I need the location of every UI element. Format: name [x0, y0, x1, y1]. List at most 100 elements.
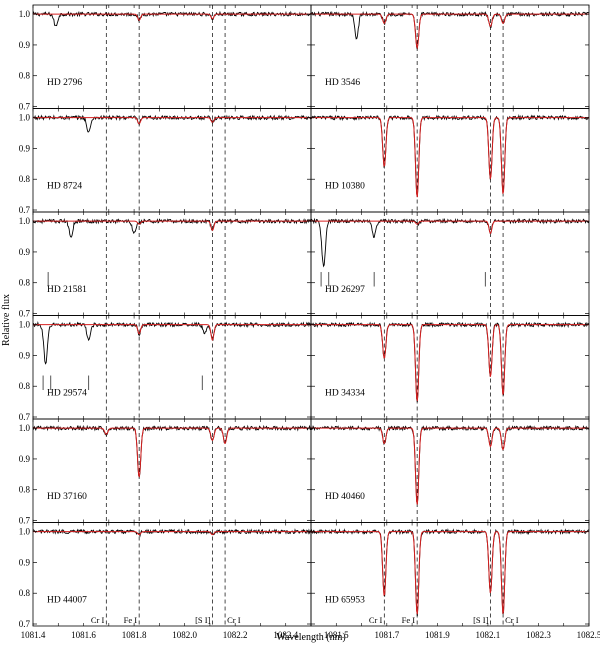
y-axis-title: Relative flux	[1, 294, 12, 346]
observed-spectrum	[32, 321, 312, 365]
model-spectrum	[311, 324, 589, 402]
panel-frame	[310, 108, 590, 213]
x-tick-label: 1081.6	[71, 630, 96, 640]
x-tick-label: 1082.3	[526, 630, 551, 640]
y-tick-label: 0.8	[19, 381, 31, 391]
panel-hd-26297: HD 26297	[310, 211, 590, 316]
star-label: HD 2796	[47, 78, 82, 88]
observed-spectrum	[310, 217, 590, 268]
panel-hd-37160: 0.7 0.8 0.9 1.0 HD 37160	[19, 418, 312, 526]
y-tick-label: 0.7	[19, 412, 31, 422]
spectral-line-label: Cr I	[91, 615, 105, 625]
y-tick-label: 0.8	[19, 485, 31, 495]
y-tick-label: 1.0	[19, 320, 31, 330]
panel-frame	[310, 211, 590, 316]
y-tick-label: 0.8	[19, 174, 31, 184]
star-label: HD 21581	[47, 285, 87, 295]
panels-layer: 0.7 0.8 0.9 1.0 HD 2796 HD 3546 0.7 0.8 0.9 1.0 HD…	[19, 4, 600, 640]
panel-frame	[32, 4, 312, 109]
panel-frame	[32, 315, 312, 420]
spectral-line-label: Fe I	[402, 615, 416, 625]
y-tick-label: 0.7	[19, 309, 31, 319]
star-label: HD 40460	[325, 492, 365, 502]
model-spectrum	[33, 531, 311, 536]
y-tick-label: 0.9	[19, 40, 31, 50]
star-label: HD 34334	[325, 389, 365, 399]
observed-spectrum	[310, 10, 590, 50]
y-tick-label: 0.9	[19, 557, 31, 567]
y-tick-label: 1.0	[19, 423, 31, 433]
panel-frame	[310, 522, 590, 627]
panel-hd-34334: HD 34334	[310, 315, 590, 420]
model-spectrum	[33, 324, 311, 342]
spectral-line-label: Cr I	[505, 615, 519, 625]
x-tick-label: 1081.5	[324, 630, 349, 640]
x-tick-label: 1082.0	[172, 630, 197, 640]
star-label: HD 26297	[325, 285, 365, 295]
model-spectrum	[33, 427, 311, 478]
x-tick-label: 1081.4	[21, 630, 46, 640]
y-tick-label: 1.0	[19, 113, 31, 123]
y-tick-label: 0.9	[19, 454, 31, 464]
y-tick-label: 0.9	[19, 143, 31, 153]
y-tick-label: 0.8	[19, 71, 31, 81]
observed-spectrum	[32, 217, 312, 238]
observed-spectrum	[32, 424, 312, 478]
x-axis-title: Wavelength (nm)	[276, 632, 345, 643]
model-spectrum	[311, 531, 589, 615]
spectral-line-label: [S I]	[195, 615, 211, 625]
y-tick-label: 1.0	[19, 216, 31, 226]
panel-frame	[32, 522, 312, 627]
model-spectrum	[311, 427, 589, 505]
x-tick-label: 1081.9	[425, 630, 450, 640]
star-label: HD 65953	[325, 596, 365, 606]
y-tick-label: 0.9	[19, 350, 31, 360]
observed-spectrum	[32, 528, 312, 538]
x-tick-label: 1081.7	[374, 630, 399, 640]
spectral-line-label: Cr I	[369, 615, 383, 625]
panel-frame	[32, 108, 312, 213]
y-tick-label: 0.7	[19, 205, 31, 215]
panel-hd-10380: HD 10380	[310, 108, 590, 213]
panel-hd-29574: 0.7 0.8 0.9 1.0 HD 29574	[19, 315, 312, 422]
model-spectrum	[33, 220, 311, 232]
star-label: HD 8724	[47, 182, 82, 192]
panel-hd-40460: HD 40460	[310, 418, 590, 523]
panel-hd-65953: HD 65953 Cr I Fe I [S I] Cr I 1081.5 1081.7 108…	[310, 522, 600, 640]
y-tick-label: 0.7	[19, 102, 31, 112]
star-label: HD 37160	[47, 492, 87, 502]
star-label: HD 44007	[47, 596, 87, 606]
panel-frame	[32, 211, 312, 316]
panel-hd-44007: 0.7 0.8 0.9 1.0 HD 44007 Cr I Fe I [S I] Cr I 108…	[19, 522, 312, 640]
model-spectrum	[33, 117, 311, 125]
panel-frame	[310, 315, 590, 420]
x-tick-label: 1081.8	[122, 630, 147, 640]
y-tick-label: 0.8	[19, 278, 31, 288]
y-tick-label: 1.0	[19, 527, 31, 537]
panel-hd-21581: 0.7 0.8 0.9 1.0 HD 21581	[19, 211, 312, 319]
model-spectrum	[311, 220, 589, 235]
panel-frame	[310, 418, 590, 523]
panel-hd-8724: 0.7 0.8 0.9 1.0 HD 8724	[19, 108, 312, 215]
star-label: HD 29574	[47, 389, 87, 399]
spectral-line-label: Cr I	[227, 615, 241, 625]
y-tick-label: 0.7	[19, 619, 31, 629]
y-tick-label: 0.9	[19, 247, 31, 257]
spectral-line-label: [S I]	[473, 615, 489, 625]
x-tick-label: 1082.4	[273, 630, 298, 640]
y-tick-label: 1.0	[19, 9, 31, 19]
panel-hd-3546: HD 3546	[310, 4, 590, 109]
panel-frame	[310, 4, 590, 109]
y-tick-label: 0.8	[19, 588, 31, 598]
star-label: HD 10380	[325, 182, 365, 192]
model-spectrum	[311, 13, 589, 50]
x-tick-label: 1082.2	[223, 630, 248, 640]
model-spectrum	[33, 13, 311, 21]
panel-hd-2796: 0.7 0.8 0.9 1.0 HD 2796	[19, 4, 312, 112]
x-tick-label: 1082.1	[476, 630, 501, 640]
y-tick-label: 0.7	[19, 516, 31, 526]
x-tick-label: 1082.5	[577, 630, 600, 640]
observed-spectrum	[32, 114, 312, 133]
panel-frame	[32, 418, 312, 523]
